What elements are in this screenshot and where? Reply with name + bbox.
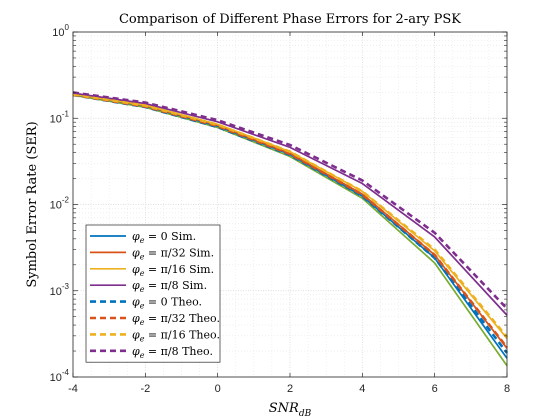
legend-label-kind: Sim. xyxy=(179,279,207,292)
legend-label-symbol: φ xyxy=(132,345,140,358)
legend-box xyxy=(85,224,221,363)
legend-label-kind: Sim. xyxy=(186,246,214,259)
y-tick-label: 10-4 xyxy=(50,368,70,384)
legend-label-kind: Theo. xyxy=(186,312,220,325)
legend-label-subscript: e xyxy=(140,334,145,343)
y-tick-exponent: -3 xyxy=(62,282,70,291)
x-tick-label: -4 xyxy=(68,383,78,395)
y-axis-label: Symbol Error Rate (SER) xyxy=(25,121,40,287)
series-lines xyxy=(72,91,509,367)
legend-label-symbol: φ xyxy=(132,312,140,325)
legend-label-symbol: φ xyxy=(132,263,140,276)
legend-label: φe = π/16 Sim. xyxy=(132,263,214,278)
x-tick-label: -2 xyxy=(140,383,150,395)
y-tick-label: 10-3 xyxy=(50,282,70,298)
y-tick-exponent: 0 xyxy=(65,23,70,32)
series-line-theo-4 xyxy=(72,91,508,310)
legend-label-subscript: e xyxy=(140,302,145,311)
legend: φe = 0 Sim.φe = π/32 Sim.φe = π/16 Sim.φ… xyxy=(85,224,221,363)
legend-label: φe = π/16 Theo. xyxy=(132,328,220,343)
y-tick-label: 100 xyxy=(52,23,69,39)
x-tick-label: 6 xyxy=(432,383,438,395)
x-axis-label-sub: dB xyxy=(299,409,312,419)
legend-label: φe = π/32 Sim. xyxy=(132,246,214,261)
y-tick-base: 10 xyxy=(50,200,62,212)
legend-label-kind: Theo. xyxy=(168,296,202,309)
x-tick-label: 8 xyxy=(504,383,510,395)
legend-label-kind: Theo. xyxy=(186,328,220,341)
legend-label-symbol: φ xyxy=(132,328,140,341)
legend-label-value: = π/32 xyxy=(144,246,185,259)
x-tick-label: 4 xyxy=(359,383,365,395)
legend-label-value: = π/16 xyxy=(144,263,185,276)
legend-label-symbol: φ xyxy=(132,296,140,309)
x-axis-label-main: SNR xyxy=(269,401,299,416)
x-axis-label: SNRdB xyxy=(269,401,312,419)
chart-title: Comparison of Different Phase Errors for… xyxy=(119,12,461,27)
y-tick-exponent: -1 xyxy=(62,109,70,118)
axis-ticks xyxy=(72,31,508,378)
legend-label-subscript: e xyxy=(140,285,145,294)
legend-label-kind: Sim. xyxy=(168,230,196,243)
legend-label-value: = π/8 xyxy=(144,345,178,358)
legend-label-value: = 0 xyxy=(144,296,167,309)
legend-label-symbol: φ xyxy=(132,279,140,292)
legend-label-subscript: e xyxy=(140,269,145,278)
legend-label-value: = π/16 xyxy=(144,328,185,341)
series-line-theo-3 xyxy=(72,93,509,338)
y-tick-exponent: -2 xyxy=(62,196,70,205)
legend-label-subscript: e xyxy=(140,236,145,245)
legend-label-subscript: e xyxy=(140,252,145,261)
legend-label-symbol: φ xyxy=(132,230,140,243)
x-tick-labels: -4 -2 0 2 4 6 8 xyxy=(68,383,510,395)
y-tick-base: 10 xyxy=(50,113,62,125)
legend-label: φe = 0 Sim. xyxy=(132,230,196,245)
legend-label-subscript: e xyxy=(140,318,145,327)
y-tick-label: 10-1 xyxy=(50,109,70,125)
legend-label-symbol: φ xyxy=(132,246,140,259)
y-tick-label: 10-2 xyxy=(50,196,70,212)
legend-label-kind: Sim. xyxy=(186,263,214,276)
legend-label: φe = π/8 Sim. xyxy=(132,279,207,294)
legend-label-value: = 0 xyxy=(144,230,167,243)
legend-label-value: = π/8 xyxy=(144,279,178,292)
legend-label: φe = 0 Theo. xyxy=(132,296,202,311)
legend-label-value: = π/32 xyxy=(144,312,185,325)
y-tick-base: 10 xyxy=(52,27,64,39)
x-tick-label: 0 xyxy=(215,383,221,395)
legend-label: φe = π/8 Theo. xyxy=(132,345,213,360)
legend-label-kind: Theo. xyxy=(179,345,213,358)
y-tick-exponent: -4 xyxy=(62,368,70,377)
x-tick-label: 2 xyxy=(287,383,293,395)
y-tick-base: 10 xyxy=(50,286,62,298)
y-tick-base: 10 xyxy=(50,372,62,384)
legend-label-subscript: e xyxy=(140,351,145,360)
legend-label: φe = π/32 Theo. xyxy=(132,312,220,327)
